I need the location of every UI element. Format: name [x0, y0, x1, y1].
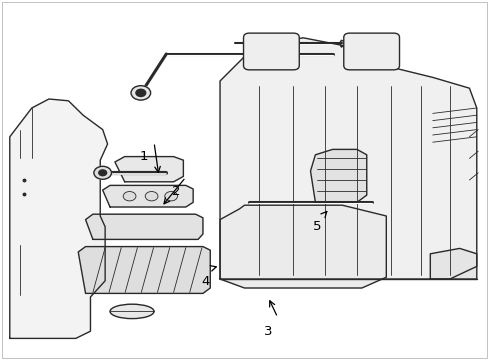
Circle shape: [99, 170, 106, 176]
FancyBboxPatch shape: [243, 33, 299, 70]
Text: 2: 2: [171, 185, 180, 198]
Polygon shape: [339, 40, 351, 47]
Text: 5: 5: [312, 220, 321, 233]
Circle shape: [94, 166, 111, 179]
Polygon shape: [85, 214, 203, 239]
Ellipse shape: [110, 304, 154, 319]
Polygon shape: [115, 157, 183, 182]
Circle shape: [136, 89, 145, 96]
Circle shape: [131, 86, 150, 100]
Polygon shape: [78, 247, 210, 293]
Polygon shape: [102, 185, 193, 207]
Text: 3: 3: [263, 325, 272, 338]
Polygon shape: [220, 38, 476, 279]
Text: 1: 1: [140, 150, 148, 163]
Polygon shape: [310, 149, 366, 202]
Circle shape: [123, 192, 136, 201]
Polygon shape: [220, 205, 386, 288]
Polygon shape: [10, 99, 107, 338]
Circle shape: [164, 192, 177, 201]
Polygon shape: [429, 248, 476, 279]
Circle shape: [145, 192, 158, 201]
FancyBboxPatch shape: [343, 33, 399, 70]
Text: 4: 4: [201, 275, 209, 288]
